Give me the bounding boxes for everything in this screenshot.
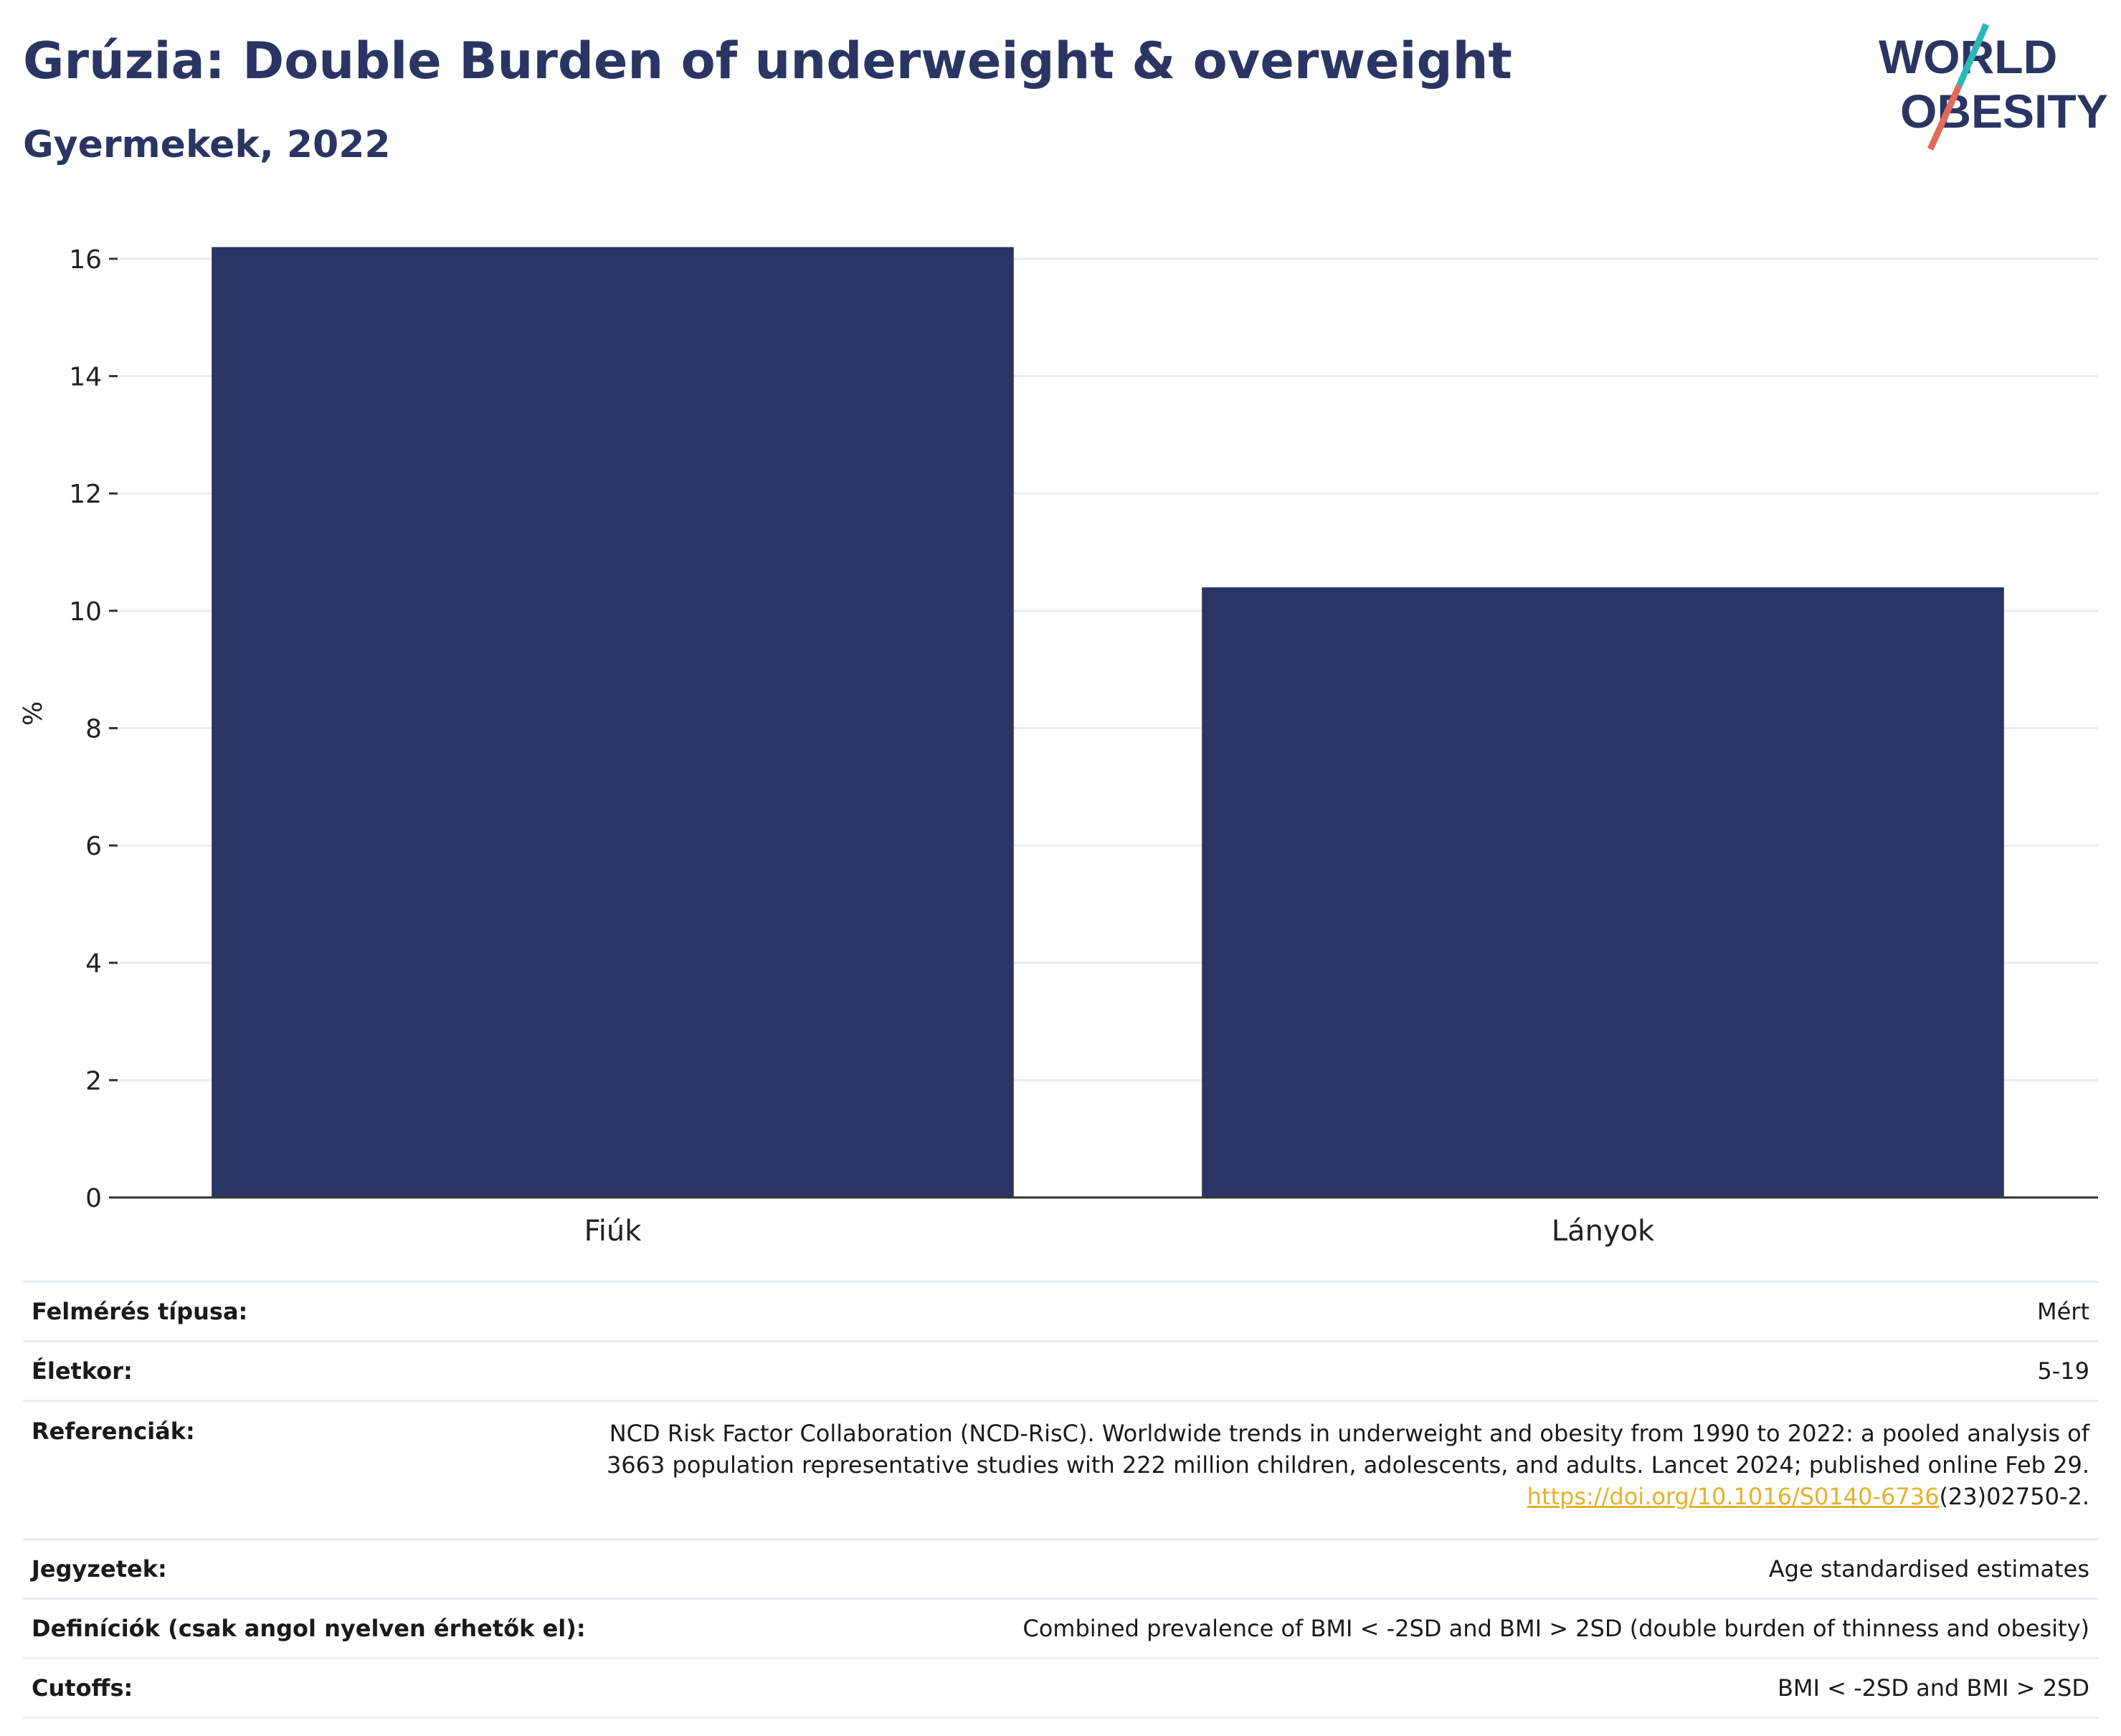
bar-chart: 0 2 4 6 8 10 12 14 16 Fiúk Lányok % bbox=[19, 245, 2098, 1248]
y-tick-label: 16 bbox=[69, 245, 102, 275]
meta-label: Definíciók (csak angol nyelven érhetők e… bbox=[23, 1598, 594, 1659]
meta-value: BMI < -2SD and BMI > 2SD bbox=[594, 1657, 2098, 1719]
meta-row-survey-type: Felmérés típusa: Mért bbox=[23, 1281, 2098, 1342]
bar bbox=[1202, 587, 2004, 1197]
y-tick-label: 2 bbox=[85, 1066, 102, 1096]
x-axis-labels: Fiúk Lányok bbox=[584, 1215, 1655, 1248]
meta-value: NCD Risk Factor Collaboration (NCD-RisC)… bbox=[594, 1400, 2098, 1540]
reference-line-2: 3663 population representative studies w… bbox=[606, 1451, 2089, 1479]
y-tick-label: 8 bbox=[85, 714, 102, 744]
meta-label: Jegyzetek: bbox=[23, 1538, 594, 1599]
y-tick-label: 0 bbox=[85, 1184, 102, 1213]
meta-label: Cutoffs: bbox=[23, 1657, 594, 1719]
meta-label: Referenciák: bbox=[23, 1400, 594, 1540]
x-category-label: Fiúk bbox=[584, 1215, 642, 1248]
logo-slash-coral bbox=[1927, 85, 1963, 151]
bars bbox=[212, 247, 2004, 1198]
logo-line-2: OBESITY bbox=[1900, 85, 2108, 138]
logo-line-1: WORLD bbox=[1879, 30, 2057, 83]
meta-value: Age standardised estimates bbox=[594, 1538, 2098, 1599]
y-axis-ticks: 0 2 4 6 8 10 12 14 16 bbox=[69, 245, 118, 1213]
y-tick-label: 10 bbox=[69, 597, 102, 627]
y-tick-label: 4 bbox=[85, 949, 102, 979]
meta-label: Életkor: bbox=[23, 1340, 594, 1401]
reference-line-1: NCD Risk Factor Collaboration (NCD-RisC)… bbox=[609, 1420, 2089, 1447]
meta-value: 5-19 bbox=[594, 1340, 2098, 1401]
meta-row-references: Referenciák: NCD Risk Factor Collaborati… bbox=[23, 1400, 2098, 1540]
doi-link-tail: (23)02750-2. bbox=[1939, 1483, 2089, 1510]
logo-slash-teal bbox=[1955, 23, 1990, 87]
y-axis-label: % bbox=[19, 701, 48, 726]
meta-row-cutoffs: Cutoffs: BMI < -2SD and BMI > 2SD bbox=[23, 1657, 2098, 1719]
doi-link[interactable]: https://doi.org/10.1016/S0140-6736 bbox=[1527, 1483, 1940, 1510]
y-tick-label: 6 bbox=[85, 832, 102, 861]
metadata-table: Felmérés típusa: Mért Életkor: 5-19 Refe… bbox=[23, 1281, 2098, 1719]
meta-row-definitions: Definíciók (csak angol nyelven érhetők e… bbox=[23, 1598, 2098, 1659]
chart-subtitle: Gyermekek, 2022 bbox=[23, 123, 391, 166]
y-tick-label: 14 bbox=[69, 363, 102, 392]
y-tick-label: 12 bbox=[69, 480, 102, 509]
meta-row-age: Életkor: 5-19 bbox=[23, 1340, 2098, 1401]
meta-value: Mért bbox=[594, 1281, 2098, 1342]
bar bbox=[212, 247, 1014, 1198]
chart-title: Grúzia: Double Burden of underweight & o… bbox=[23, 32, 1512, 90]
world-obesity-logo: WORLD OBESITY bbox=[1879, 23, 2108, 151]
meta-label: Felmérés típusa: bbox=[23, 1281, 594, 1342]
meta-value: Combined prevalence of BMI < -2SD and BM… bbox=[594, 1598, 2098, 1659]
meta-row-notes: Jegyzetek: Age standardised estimates bbox=[23, 1538, 2098, 1599]
x-category-label: Lányok bbox=[1552, 1215, 1655, 1248]
